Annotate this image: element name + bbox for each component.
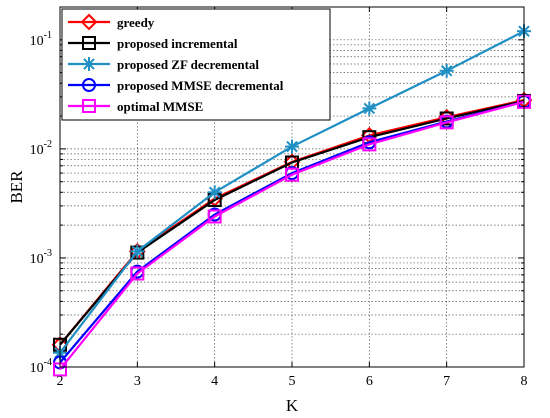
x-tick-label: 8 [521,374,528,389]
legend-label: proposed incremental [117,36,238,51]
legend-item: proposed MMSE decremental [68,78,284,93]
legend-label: proposed MMSE decremental [117,78,284,93]
series-group [51,24,533,377]
data-point [362,137,377,152]
data-point [285,167,299,182]
legend-item: proposed ZF decremental [68,57,259,72]
legend-marker [82,78,96,92]
x-tick-label: 6 [366,374,373,389]
x-axis-label: K [286,396,299,415]
data-point [207,209,222,224]
x-tick-label: 5 [289,374,296,389]
legend-label: proposed ZF decremental [117,57,259,72]
x-tick-label: 2 [57,374,64,389]
legend-marker [82,99,96,113]
legend-marker [82,57,96,71]
legend-item: proposed incremental [68,36,238,51]
legend-item: optimal MMSE [68,99,203,114]
legend-marker [80,13,98,31]
data-point [439,115,454,130]
data-point [285,139,299,154]
legend-label: greedy [117,15,155,30]
y-tick-label: 10-2 [30,139,52,158]
legend-label: optimal MMSE [117,99,203,114]
y-tick-label: 10-1 [30,30,52,49]
x-tick-label: 4 [211,374,218,389]
series-line [59,100,525,371]
y-tick-label: 10-3 [30,248,52,267]
legend-marker [82,36,96,50]
data-point [362,101,377,116]
y-tick-label: 10-4 [30,357,52,376]
x-tick-label: 3 [134,374,141,389]
data-point [439,63,454,78]
x-tick-label: 7 [443,374,450,389]
legend: greedy proposed incremental proposed ZF de… [61,8,331,121]
y-axis-label: BER [7,170,26,204]
data-point [207,185,222,200]
data-point [130,266,145,281]
data-point [130,244,145,259]
legend-item: greedy [68,13,155,31]
